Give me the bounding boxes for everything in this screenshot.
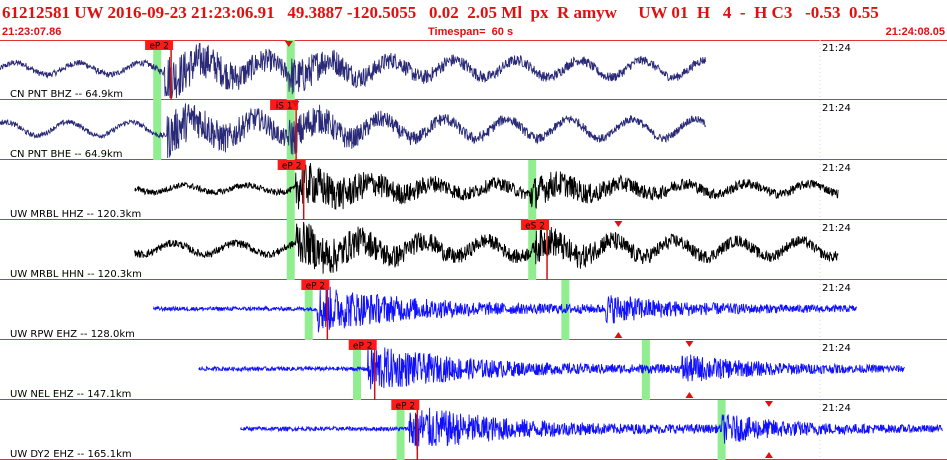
station-label: UW NEL EHZ -- 147.1km [10,389,131,400]
event-summary-line: 61212581 UW 2016-09-23 21:23:06.91 49.38… [2,3,879,22]
trace-time-label: 21:24 [822,163,851,174]
waveform[interactable] [134,162,839,210]
waveform[interactable] [198,344,905,390]
trace-time-label: 21:24 [822,43,851,54]
trace-time-label: 21:24 [822,283,851,294]
waveform[interactable] [0,103,706,159]
trace-time-label: 21:24 [822,223,851,234]
pick-window [286,40,295,100]
timespan-label: Timespan= 60 s [428,26,514,38]
window-start-time: 21:23:07.86 [2,26,62,38]
pick-label[interactable]: eS 2 [525,222,545,232]
arrival-marker-up-icon [764,452,773,458]
waveform[interactable] [0,43,706,99]
arrival-marker-up-icon [685,392,694,398]
waveform[interactable] [240,407,943,450]
pick-label-box[interactable] [391,400,420,410]
pick-label[interactable]: eP 2 [306,282,326,292]
station-label: UW DY2 EHZ -- 165.1km [10,449,132,460]
event-header: 61212581 UW 2016-09-23 21:23:06.91 49.38… [0,0,947,40]
arrival-marker-down-icon [284,41,293,47]
pick-window [286,100,295,160]
station-label: CN PNT BHZ -- 64.9km [10,89,123,100]
station-label: UW RPW EHZ -- 128.0km [10,329,135,340]
seismogram-panel[interactable]: eP 2 21:24 CN PNT BHZ -- 64.9km iS 1 21:24 CN… [0,40,947,460]
pick-label[interactable]: eP 2 [282,162,302,172]
pick-label-box[interactable] [145,40,174,50]
trace-time-label: 21:24 [822,403,851,414]
waveform[interactable] [152,286,858,333]
window-end-time: 21:24:08.05 [885,26,945,38]
pick-label[interactable]: eP 2 [396,402,416,412]
pick-label-box[interactable] [270,100,299,110]
pick-label-box[interactable] [301,280,330,290]
pick-window [153,40,162,100]
station-label: UW MRBL HHZ -- 120.3km [10,209,141,220]
pick-window [528,160,537,220]
arrival-marker-up-icon [614,332,623,338]
pick-label-box[interactable] [348,340,377,350]
pick-label[interactable]: iS 1 [276,102,293,112]
trace-time-label: 21:24 [822,103,851,114]
trace-time-label: 21:24 [822,343,851,354]
station-label: CN PNT BHE -- 64.9km [10,149,123,160]
waveform[interactable] [134,221,839,274]
arrival-marker-down-icon [685,341,694,347]
arrival-marker-down-icon [764,401,773,407]
pick-label-box[interactable] [521,220,550,230]
seismogram-traces[interactable]: eP 2 21:24 CN PNT BHZ -- 64.9km iS 1 21:24 CN… [0,40,947,460]
pick-window [153,100,162,160]
pick-window [286,220,295,280]
pick-label[interactable]: eP 2 [353,342,373,352]
arrival-marker-down-icon [291,101,300,107]
pick-window [396,400,405,460]
pick-label[interactable]: eP 2 [149,42,169,52]
pick-label-box[interactable] [277,160,306,170]
station-label: UW MRBL HHN -- 120.3km [10,269,142,280]
arrival-marker-down-icon [614,221,623,227]
